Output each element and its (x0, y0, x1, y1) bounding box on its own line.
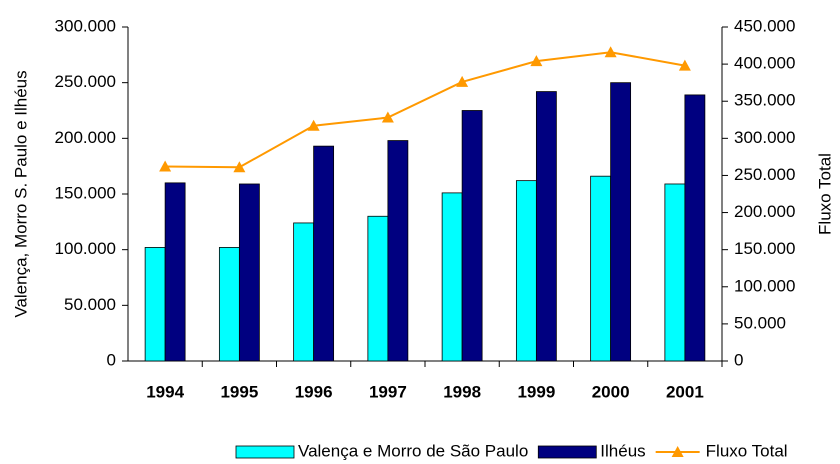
bar (590, 175, 612, 362)
y-tick-label: 100.000 (55, 239, 116, 258)
y-tick-label: 250.000 (55, 72, 116, 91)
bar (293, 222, 315, 362)
y2-tick-label: 300.000 (734, 128, 795, 147)
marker (159, 160, 172, 172)
y2-tick-label: 0 (734, 350, 743, 369)
legend-label: Valença e Morro de São Paulo (298, 441, 528, 460)
bar (367, 215, 389, 362)
bar (441, 192, 463, 362)
bar (238, 183, 260, 362)
y2-axis-title: Fluxo Total (815, 153, 834, 235)
y2-tick-label: 150.000 (734, 239, 795, 258)
legend-swatch (537, 445, 597, 459)
bar (664, 183, 686, 362)
legend-swatch (235, 445, 295, 459)
x-tick-label: 1999 (517, 382, 555, 401)
marker (307, 119, 320, 131)
marker (381, 111, 394, 123)
marker (604, 46, 617, 58)
bar (313, 145, 335, 362)
x-tick-label: 2001 (666, 382, 704, 401)
y2-tick-label: 250.000 (734, 165, 795, 184)
legend-marker (671, 446, 684, 457)
line (165, 51, 686, 169)
y2-tick-label: 200.000 (734, 202, 795, 221)
x-tick-label: 1997 (369, 382, 407, 401)
marker (678, 59, 691, 71)
legend-label: Ilhéus (600, 441, 645, 460)
bar (515, 180, 537, 362)
bar (610, 82, 632, 362)
bar (164, 182, 186, 362)
y2-tick-label: 50.000 (734, 313, 786, 332)
y2-tick-label: 450.000 (734, 16, 795, 35)
y-tick-label: 300.000 (55, 16, 116, 35)
bar (387, 140, 409, 362)
marker (233, 161, 246, 173)
y-tick-label: 0 (107, 350, 116, 369)
x-tick-label: 1998 (443, 382, 481, 401)
x-tick-label: 1994 (146, 382, 184, 401)
marker (456, 75, 469, 87)
y2-tick-label: 400.000 (734, 54, 795, 73)
x-tick-label: 1996 (295, 382, 333, 401)
bar (684, 94, 706, 362)
y-tick-label: 50.000 (64, 295, 116, 314)
legend-label: Fluxo Total (706, 441, 788, 460)
bar (144, 247, 166, 362)
y2-tick-label: 350.000 (734, 91, 795, 110)
y2-tick-label: 100.000 (734, 276, 795, 295)
bar (461, 110, 483, 362)
bar (218, 247, 240, 362)
marker (530, 55, 543, 67)
y-tick-label: 150.000 (55, 183, 116, 202)
x-tick-label: 1995 (220, 382, 258, 401)
bar (535, 91, 557, 362)
y-tick-label: 200.000 (55, 128, 116, 147)
x-tick-label: 2000 (592, 382, 630, 401)
y-axis-title: Valença, Morro S. Paulo e Ilhéus (11, 70, 30, 317)
